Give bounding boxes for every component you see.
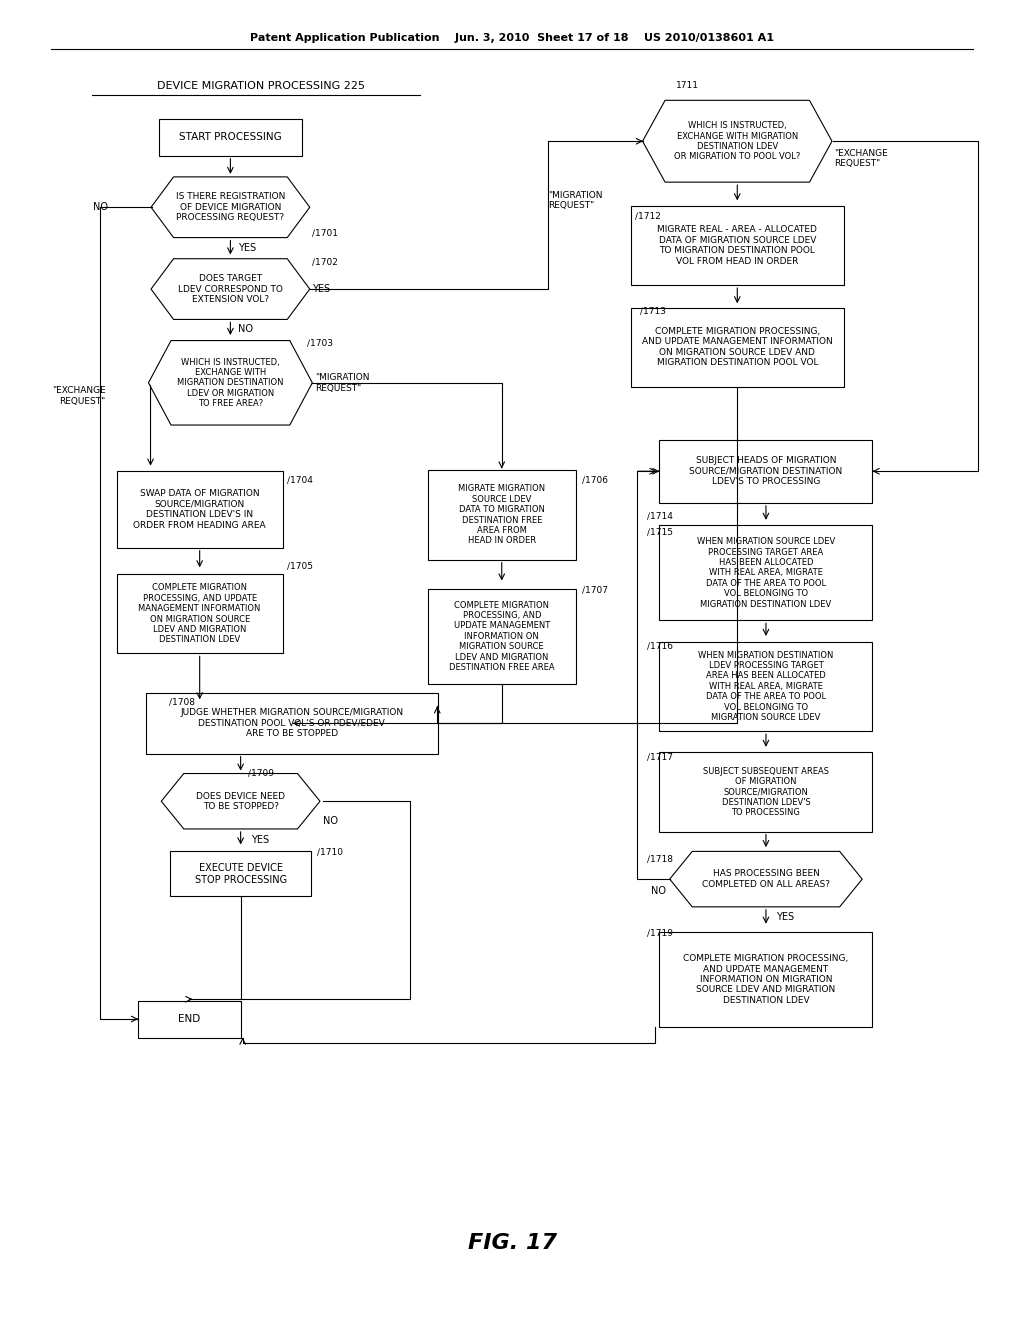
Text: ∕1712: ∕1712 — [635, 211, 660, 220]
Text: ∕1704: ∕1704 — [287, 475, 312, 484]
Text: "MIGRATION
REQUEST": "MIGRATION REQUEST" — [548, 191, 602, 210]
Polygon shape — [152, 259, 309, 319]
FancyBboxPatch shape — [145, 693, 438, 754]
Text: EXECUTE DEVICE
STOP PROCESSING: EXECUTE DEVICE STOP PROCESSING — [195, 863, 287, 884]
Text: "EXCHANGE
REQUEST": "EXCHANGE REQUEST" — [835, 149, 888, 168]
Text: START PROCESSING: START PROCESSING — [179, 132, 282, 143]
Text: "EXCHANGE
REQUEST": "EXCHANGE REQUEST" — [52, 387, 105, 405]
Polygon shape — [161, 774, 319, 829]
Text: DOES TARGET
LDEV CORRESPOND TO
EXTENSION VOL?: DOES TARGET LDEV CORRESPOND TO EXTENSION… — [178, 275, 283, 304]
Text: NO: NO — [92, 202, 108, 213]
Text: ∕1710: ∕1710 — [317, 847, 343, 857]
FancyBboxPatch shape — [159, 119, 302, 156]
Text: ∕1713: ∕1713 — [640, 306, 666, 315]
Text: "MIGRATION
REQUEST": "MIGRATION REQUEST" — [315, 374, 370, 392]
Text: Patent Application Publication    Jun. 3, 2010  Sheet 17 of 18    US 2010/013860: Patent Application Publication Jun. 3, 2… — [250, 33, 774, 44]
FancyBboxPatch shape — [659, 932, 872, 1027]
Text: NO: NO — [323, 816, 338, 826]
Text: ∕1703: ∕1703 — [307, 338, 333, 347]
Polygon shape — [670, 851, 862, 907]
Text: END: END — [178, 1014, 201, 1024]
FancyBboxPatch shape — [170, 851, 311, 896]
Text: MIGRATE MIGRATION
SOURCE LDEV
DATA TO MIGRATION
DESTINATION FREE
AREA FROM
HEAD : MIGRATE MIGRATION SOURCE LDEV DATA TO MI… — [458, 484, 546, 545]
Text: ∕1717: ∕1717 — [647, 752, 673, 762]
FancyBboxPatch shape — [659, 440, 872, 503]
Text: COMPLETE MIGRATION
PROCESSING, AND UPDATE
MANAGEMENT INFORMATION
ON MIGRATION SO: COMPLETE MIGRATION PROCESSING, AND UPDAT… — [138, 583, 261, 644]
Text: YES: YES — [776, 912, 795, 923]
Text: ∕1708: ∕1708 — [169, 697, 195, 706]
Text: COMPLETE MIGRATION
PROCESSING, AND
UPDATE MANAGEMENT
INFORMATION ON
MIGRATION SO: COMPLETE MIGRATION PROCESSING, AND UPDAT… — [449, 601, 555, 672]
Polygon shape — [643, 100, 831, 182]
Text: WHICH IS INSTRUCTED,
EXCHANGE WITH
MIGRATION DESTINATION
LDEV OR MIGRATION
TO FR: WHICH IS INSTRUCTED, EXCHANGE WITH MIGRA… — [177, 358, 284, 408]
FancyBboxPatch shape — [631, 308, 844, 387]
Text: YES: YES — [238, 243, 256, 253]
FancyBboxPatch shape — [428, 589, 575, 684]
Text: YES: YES — [312, 284, 331, 294]
Text: SWAP DATA OF MIGRATION
SOURCE/MIGRATION
DESTINATION LDEV'S IN
ORDER FROM HEADING: SWAP DATA OF MIGRATION SOURCE/MIGRATION … — [133, 490, 266, 529]
Text: SUBJECT HEADS OF MIGRATION
SOURCE/MIGRATION DESTINATION
LDEV'S TO PROCESSING: SUBJECT HEADS OF MIGRATION SOURCE/MIGRAT… — [689, 457, 843, 486]
FancyBboxPatch shape — [659, 752, 872, 832]
Text: ∕1716: ∕1716 — [647, 642, 673, 651]
Text: WHICH IS INSTRUCTED,
EXCHANGE WITH MIGRATION
DESTINATION LDEV
OR MIGRATION TO PO: WHICH IS INSTRUCTED, EXCHANGE WITH MIGRA… — [674, 121, 801, 161]
Text: ∕1719: ∕1719 — [647, 928, 673, 937]
Text: HAS PROCESSING BEEN
COMPLETED ON ALL AREAS?: HAS PROCESSING BEEN COMPLETED ON ALL ARE… — [702, 870, 829, 888]
Text: ∕1715: ∕1715 — [647, 527, 673, 536]
Text: DEVICE MIGRATION PROCESSING 225: DEVICE MIGRATION PROCESSING 225 — [157, 81, 366, 91]
FancyBboxPatch shape — [659, 525, 872, 620]
Text: YES: YES — [251, 834, 269, 845]
Text: IS THERE REGISTRATION
OF DEVICE MIGRATION
PROCESSING REQUEST?: IS THERE REGISTRATION OF DEVICE MIGRATIO… — [176, 193, 285, 222]
Text: ∕1701: ∕1701 — [312, 228, 338, 238]
Text: COMPLETE MIGRATION PROCESSING,
AND UPDATE MANAGEMENT INFORMATION
ON MIGRATION SO: COMPLETE MIGRATION PROCESSING, AND UPDAT… — [642, 327, 833, 367]
Text: MIGRATE REAL - AREA - ALLOCATED
DATA OF MIGRATION SOURCE LDEV
TO MIGRATION DESTI: MIGRATE REAL - AREA - ALLOCATED DATA OF … — [657, 226, 817, 265]
Text: ∕1706: ∕1706 — [582, 475, 607, 484]
Text: WHEN MIGRATION SOURCE LDEV
PROCESSING TARGET AREA
HAS BEEN ALLOCATED
WITH REAL A: WHEN MIGRATION SOURCE LDEV PROCESSING TA… — [696, 537, 836, 609]
Text: WHEN MIGRATION DESTINATION
LDEV PROCESSING TARGET
AREA HAS BEEN ALLOCATED
WITH R: WHEN MIGRATION DESTINATION LDEV PROCESSI… — [698, 651, 834, 722]
FancyBboxPatch shape — [428, 470, 575, 560]
Text: COMPLETE MIGRATION PROCESSING,
AND UPDATE MANAGEMENT
INFORMATION ON MIGRATION
SO: COMPLETE MIGRATION PROCESSING, AND UPDAT… — [683, 954, 849, 1005]
Polygon shape — [152, 177, 309, 238]
Text: JUDGE WHETHER MIGRATION SOURCE/MIGRATION
DESTINATION POOL VOL'S OR PDEV/EDEV
ARE: JUDGE WHETHER MIGRATION SOURCE/MIGRATION… — [180, 709, 403, 738]
Text: ∕1714: ∕1714 — [647, 511, 673, 520]
Text: ∕1718: ∕1718 — [647, 854, 673, 863]
FancyBboxPatch shape — [138, 1001, 241, 1038]
FancyBboxPatch shape — [631, 206, 844, 285]
Polygon shape — [148, 341, 312, 425]
Text: FIG. 17: FIG. 17 — [468, 1233, 556, 1254]
Text: SUBJECT SUBSEQUENT AREAS
OF MIGRATION
SOURCE/MIGRATION
DESTINATION LDEV'S
TO PRO: SUBJECT SUBSEQUENT AREAS OF MIGRATION SO… — [702, 767, 829, 817]
Text: ∕1709: ∕1709 — [248, 768, 273, 777]
Text: NO: NO — [238, 323, 253, 334]
Text: ∕1707: ∕1707 — [582, 585, 607, 594]
FancyBboxPatch shape — [659, 642, 872, 731]
Text: ∕1702: ∕1702 — [312, 257, 338, 267]
Text: NO: NO — [650, 886, 666, 896]
Text: ∕1705: ∕1705 — [287, 561, 312, 570]
FancyBboxPatch shape — [117, 471, 283, 548]
FancyBboxPatch shape — [117, 574, 283, 653]
Text: DOES DEVICE NEED
TO BE STOPPED?: DOES DEVICE NEED TO BE STOPPED? — [197, 792, 285, 810]
Text: 1711: 1711 — [676, 82, 698, 90]
